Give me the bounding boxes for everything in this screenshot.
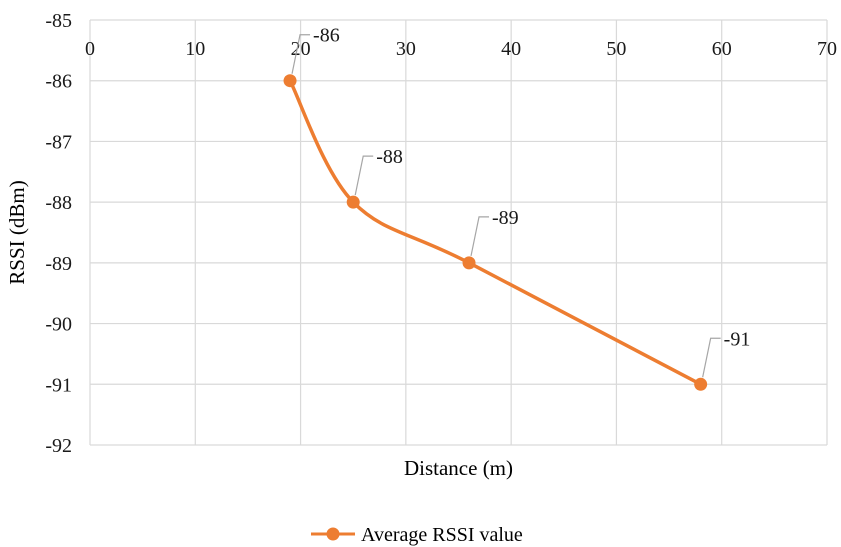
data-label: -91	[724, 328, 751, 350]
x-tick-label: 20	[291, 38, 311, 60]
series-layer	[283, 74, 708, 391]
data-point	[462, 256, 476, 270]
legend-marker	[326, 527, 340, 541]
y-tick-label: -91	[45, 374, 72, 396]
legend: Average RSSI value	[311, 524, 523, 546]
y-tick-label: -90	[45, 314, 72, 336]
y-tick-labels: -85 -86 -87 -88 -89 -90 -91 -92	[45, 10, 72, 457]
x-tick-label: 50	[606, 38, 626, 60]
series-line	[288, 78, 703, 387]
x-tick-label: 40	[501, 38, 521, 60]
y-tick-label: -86	[45, 71, 72, 93]
data-label-leader	[470, 216, 490, 256]
data-label: -86	[313, 25, 340, 47]
x-tick-label: 60	[712, 38, 732, 60]
y-tick-label: -88	[45, 192, 72, 214]
x-tick-labels: 0 10 20 30 40 50 60 70	[85, 38, 837, 60]
x-tick-label: 30	[396, 38, 416, 60]
data-point	[346, 195, 360, 209]
x-tick-label: 70	[817, 38, 837, 60]
data-label-leader	[354, 155, 374, 196]
y-tick-label: -92	[45, 435, 72, 457]
x-tick-label: 0	[85, 38, 95, 60]
y-tick-label: -87	[45, 131, 72, 153]
data-point	[694, 377, 708, 391]
data-label: -88	[376, 146, 403, 168]
data-label-leader	[291, 34, 311, 74]
x-tick-label: 10	[185, 38, 205, 60]
data-point	[283, 74, 297, 88]
y-axis-title: RSSI (dBm)	[5, 180, 29, 284]
y-tick-label: -89	[45, 253, 72, 275]
data-label-leader	[702, 337, 721, 378]
data-labels: -86 -88 -89 -91	[291, 25, 751, 378]
data-label: -89	[492, 207, 519, 229]
legend-label: Average RSSI value	[361, 524, 523, 546]
grid	[89, 19, 828, 446]
x-axis-title: Distance (m)	[404, 456, 513, 480]
y-tick-label: -85	[45, 10, 72, 32]
